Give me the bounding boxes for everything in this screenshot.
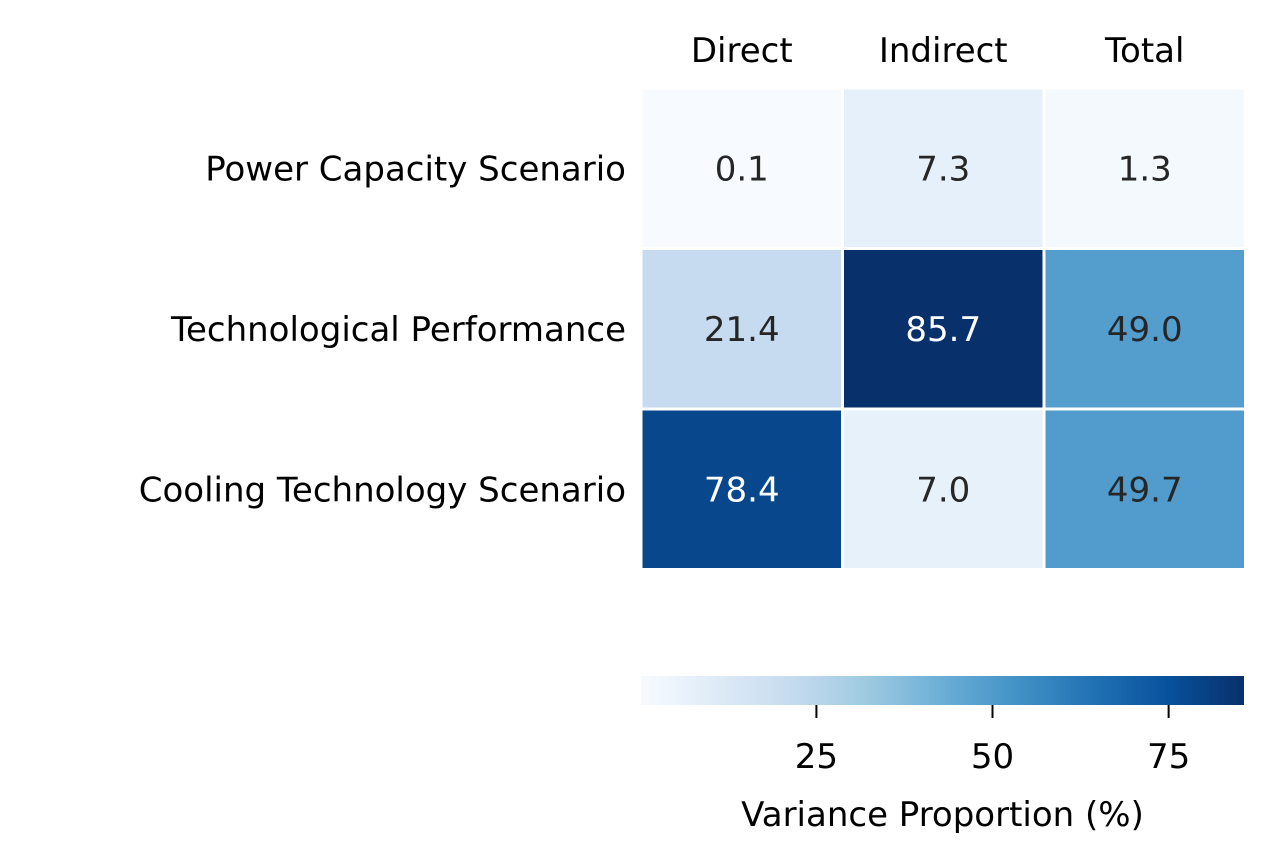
cell-value-label: 78.4 <box>704 470 780 510</box>
colorbar-tick-label: 50 <box>971 737 1014 777</box>
column-label: Direct <box>691 31 793 71</box>
column-labels: Direct Indirect Total <box>691 31 1185 71</box>
heatmap-cell <box>1042 247 1247 411</box>
heatmap-cells: 0.1 7.3 1.3 21.4 85.7 49.0 78.4 7.0 49.7 <box>639 86 1247 571</box>
row-label: Technological Performance <box>170 310 626 350</box>
cell-value-label: 1.3 <box>1118 149 1172 189</box>
colorbar-tick-label: 75 <box>1147 737 1190 777</box>
cell-value-label: 21.4 <box>704 310 780 350</box>
row-label: Cooling Technology Scenario <box>139 470 626 510</box>
heatmap-cell <box>841 407 1046 571</box>
cell-value-label: 7.3 <box>916 149 970 189</box>
cell-value-label: 0.1 <box>715 149 769 189</box>
heatmap-cell <box>1042 86 1247 250</box>
heatmap-cell <box>1042 407 1247 571</box>
row-label: Power Capacity Scenario <box>205 149 626 189</box>
row-labels: Power Capacity Scenario Technological Per… <box>139 149 626 510</box>
colorbar: 25 50 75 Variance Proportion (%) <box>641 676 1244 835</box>
cell-value-label: 85.7 <box>905 310 981 350</box>
heatmap-cell <box>639 86 844 250</box>
cell-value-label: 7.0 <box>916 470 970 510</box>
colorbar-ticks: 25 50 75 <box>795 705 1190 777</box>
colorbar-tick-label: 25 <box>795 737 838 777</box>
colorbar-gradient <box>641 676 1244 705</box>
cell-value-label: 49.7 <box>1107 470 1183 510</box>
colorbar-label: Variance Proportion (%) <box>741 795 1144 835</box>
heatmap-cell <box>841 86 1046 250</box>
column-label: Indirect <box>879 31 1008 71</box>
column-label: Total <box>1104 31 1184 71</box>
heatmap-cell <box>639 407 844 571</box>
cell-value-label: 49.0 <box>1107 310 1183 350</box>
